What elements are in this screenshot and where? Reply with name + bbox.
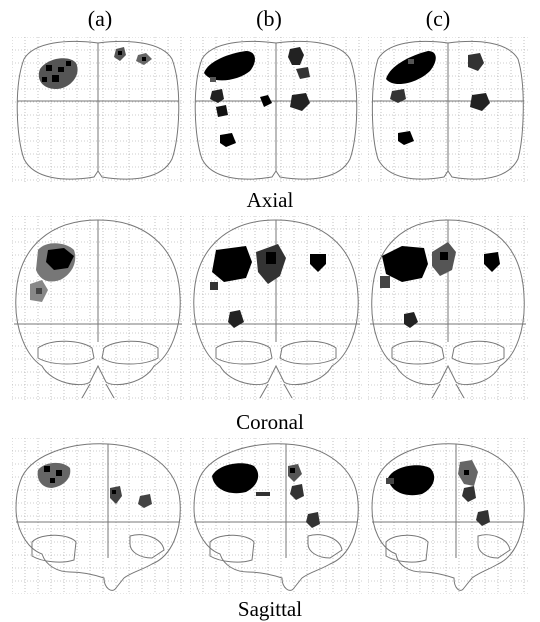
axial-activation-blobs xyxy=(386,51,490,145)
grid-lines xyxy=(190,438,362,594)
column-label-c: (c) xyxy=(425,6,451,31)
sagittal-panel-c xyxy=(368,438,528,594)
grid-lines xyxy=(12,216,184,400)
coronal-activation-blobs xyxy=(210,244,326,328)
grid-lines xyxy=(12,438,184,594)
sagittal-brain-outline xyxy=(371,443,525,591)
axial-panel-a xyxy=(12,37,184,183)
axial-activation-blobs xyxy=(38,47,152,89)
row-label-coronal: Coronal xyxy=(236,410,304,434)
coronal-panel-a xyxy=(12,216,184,400)
sagittal-activation-blobs xyxy=(386,460,490,526)
sagittal-panel-b xyxy=(190,438,362,594)
coronal-brain-outline xyxy=(192,219,360,399)
axial-brain-outline xyxy=(194,40,358,180)
axial-panel-b xyxy=(190,37,362,183)
coronal-panel-c xyxy=(368,216,528,400)
sagittal-brain-outline xyxy=(193,443,359,591)
axial-brain-outline xyxy=(371,40,524,180)
coronal-activation-blobs xyxy=(380,242,500,328)
row-label-sagittal: Sagittal xyxy=(237,597,303,621)
sagittal-activation-blobs xyxy=(212,463,320,528)
grid-lines xyxy=(368,438,528,594)
grid-lines xyxy=(190,216,362,400)
axial-panel-c xyxy=(368,37,528,183)
coronal-brain-outline xyxy=(370,219,526,399)
coronal-brain-outline xyxy=(14,219,182,399)
sagittal-activation-blobs xyxy=(37,462,152,508)
sagittal-brain-outline xyxy=(15,443,181,591)
column-label-a: (a) xyxy=(87,6,113,31)
axial-activation-blobs xyxy=(204,47,310,147)
coronal-activation-blobs xyxy=(30,243,76,302)
coronal-panel-b xyxy=(190,216,362,400)
sagittal-panel-a xyxy=(12,438,184,594)
row-label-axial: Axial xyxy=(246,188,294,212)
column-label-b: (b) xyxy=(256,6,282,31)
axial-brain-outline xyxy=(16,40,180,180)
